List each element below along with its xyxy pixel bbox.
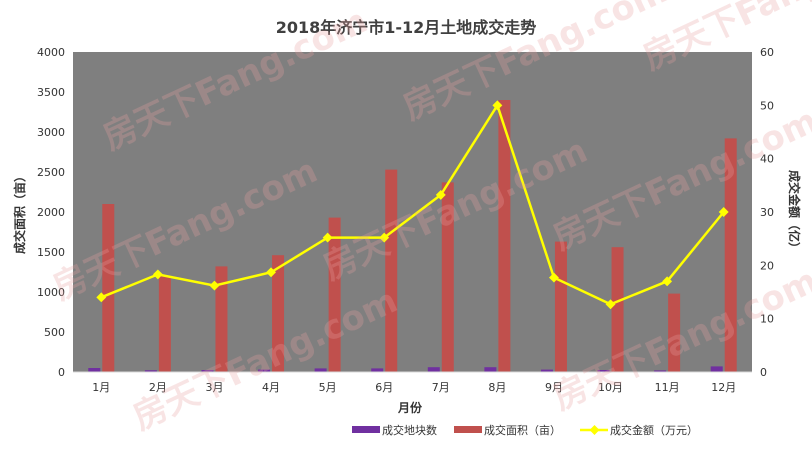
y-tick-label: 3000 [37, 126, 65, 139]
bar-area [724, 138, 737, 372]
bar-plots [427, 367, 440, 372]
y-tick-label: 0 [58, 366, 65, 379]
bar-plots [710, 366, 723, 372]
x-tick-label: 10月 [598, 381, 623, 394]
line-point [605, 299, 616, 310]
line-point [209, 280, 220, 291]
bar-plots [314, 368, 327, 372]
y-tick-label: 1000 [37, 286, 65, 299]
x-tick-label: 9月 [545, 381, 563, 394]
bar-plots [144, 370, 157, 372]
y-tick-label: 3500 [37, 86, 65, 99]
line-point [549, 272, 559, 283]
bar-plots [597, 370, 610, 372]
x-tick-label: 5月 [319, 381, 337, 394]
y2-tick-label: 0 [760, 366, 767, 379]
line-amount [100, 102, 725, 306]
y-tick-label: 1500 [37, 246, 65, 259]
legend-swatch [352, 426, 380, 433]
chart-title: 2018年济宁市1-12月土地成交走势 [276, 18, 537, 37]
line-point [662, 276, 673, 287]
bar-area [611, 247, 624, 372]
y-tick-label: 4000 [37, 46, 65, 59]
bar-area [668, 293, 681, 372]
y2-axis-title: 成交金额（亿） [787, 170, 802, 254]
bar-plots [371, 368, 384, 372]
line-point [152, 269, 163, 280]
y2-tick-label: 60 [760, 46, 774, 59]
legend-marker [589, 425, 600, 435]
bar-plots [88, 368, 101, 372]
x-tick-label: 7月 [432, 381, 450, 394]
line-point [718, 207, 729, 217]
bar-area [328, 217, 341, 372]
legend-swatch [454, 426, 482, 433]
x-tick-label: 4月 [262, 381, 280, 394]
line-point [435, 189, 446, 200]
y2-tick-label: 40 [760, 153, 774, 166]
x-tick-label: 2月 [149, 381, 167, 394]
y2-tick-label: 30 [760, 206, 774, 219]
bar-plots [654, 370, 667, 372]
x-tick-label: 8月 [488, 381, 506, 394]
legend-label: 成交面积（亩） [484, 423, 561, 437]
x-tick-label: 12月 [711, 381, 736, 394]
plot-area: 0 500 1000 1500 2000 2500 3000 3500 4000 0 10 20 30 4… [37, 46, 774, 394]
y-tick-label: 500 [44, 326, 65, 339]
x-tick-label: 11月 [655, 381, 680, 394]
bar-plots [484, 367, 497, 372]
line-point [379, 232, 390, 243]
y2-tick-label: 10 [760, 313, 774, 326]
y-tick-label: 2500 [37, 166, 65, 179]
legend-label: 成交地块数 [382, 423, 437, 437]
line-point [266, 267, 276, 278]
legend-label: 成交金额（万元） [610, 423, 698, 437]
bar-area [158, 276, 171, 372]
y-axis-title: 成交面积（亩） [12, 170, 27, 254]
bar-area [272, 255, 285, 372]
bar-area [215, 266, 228, 372]
bar-area [498, 100, 511, 372]
bar-plots [201, 370, 214, 372]
bar-area [554, 241, 567, 372]
x-tick-label: 1月 [92, 381, 110, 394]
plot-background [73, 52, 752, 372]
line-point [322, 232, 333, 243]
bar-area [102, 204, 115, 372]
bar-plots [258, 369, 271, 372]
x-tick-label: 6月 [375, 381, 393, 394]
y-tick-label: 2000 [37, 206, 65, 219]
legend: 成交地块数 成交面积（亩） 成交金额（万元） [352, 423, 698, 437]
bar-plots [540, 369, 553, 372]
x-tick-label: 3月 [205, 381, 223, 394]
y2-tick-label: 20 [760, 259, 774, 272]
bar-area [385, 169, 398, 372]
bar-area [441, 182, 454, 372]
y2-tick-label: 50 [760, 99, 774, 112]
x-axis-title: 月份 [397, 400, 423, 415]
